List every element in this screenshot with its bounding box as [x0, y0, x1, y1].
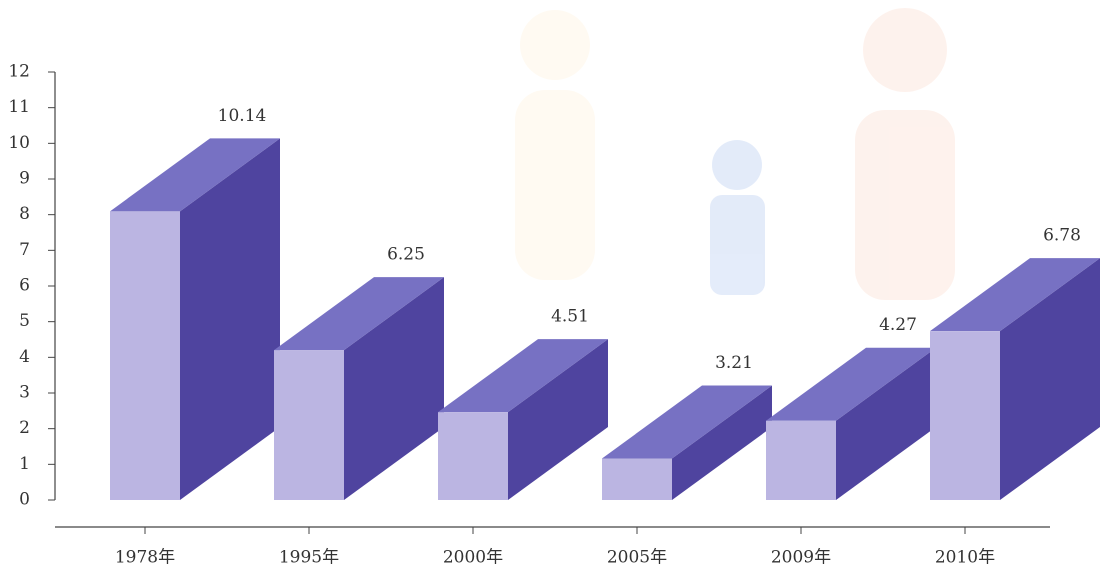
bar-top	[602, 385, 772, 459]
bar-front	[274, 350, 344, 500]
y-tick-label: 2	[19, 418, 30, 438]
value-label: 10.14	[218, 106, 267, 126]
y-tick-label: 6	[19, 276, 30, 296]
bar-front	[438, 412, 508, 500]
bar-front	[602, 458, 672, 500]
bar-side	[1000, 258, 1100, 500]
bar-top	[274, 277, 444, 351]
bar-top	[438, 339, 608, 413]
y-tick-label: 4	[19, 347, 30, 367]
x-tick-label: 2005年	[607, 548, 667, 568]
x-tick-label: 1995年	[279, 548, 339, 568]
bar-side	[508, 339, 608, 500]
x-tick-label: 2000年	[443, 548, 503, 568]
bar-front	[766, 420, 836, 500]
bar-top	[766, 347, 936, 421]
bar-side	[344, 277, 444, 500]
y-tick-label: 1	[19, 454, 30, 474]
bar-top	[110, 138, 280, 212]
bar-side	[180, 138, 280, 500]
y-tick-label: 0	[19, 490, 30, 510]
value-label: 3.21	[715, 353, 753, 373]
y-tick-label: 9	[19, 169, 30, 189]
y-tick-label: 12	[8, 62, 30, 82]
bar-front	[110, 211, 180, 500]
bar-front	[930, 331, 1000, 500]
value-label: 6.25	[387, 245, 425, 265]
value-label: 4.27	[879, 315, 917, 335]
bar-top	[930, 258, 1100, 332]
y-tick-label: 7	[19, 240, 30, 260]
y-tick-label: 3	[19, 383, 30, 403]
y-tick-label: 11	[8, 97, 30, 117]
x-tick-label: 2009年	[771, 548, 831, 568]
bar-side	[836, 347, 936, 500]
bar-side	[672, 385, 772, 500]
value-label: 6.78	[1043, 226, 1081, 246]
y-tick-label: 10	[8, 133, 30, 153]
x-tick-label: 2010年	[935, 548, 995, 568]
background-figures	[515, 8, 955, 300]
value-label: 4.51	[551, 307, 589, 327]
x-tick-label: 1978年	[115, 548, 175, 568]
y-tick-label: 5	[19, 311, 30, 331]
y-tick-label: 8	[19, 204, 30, 224]
